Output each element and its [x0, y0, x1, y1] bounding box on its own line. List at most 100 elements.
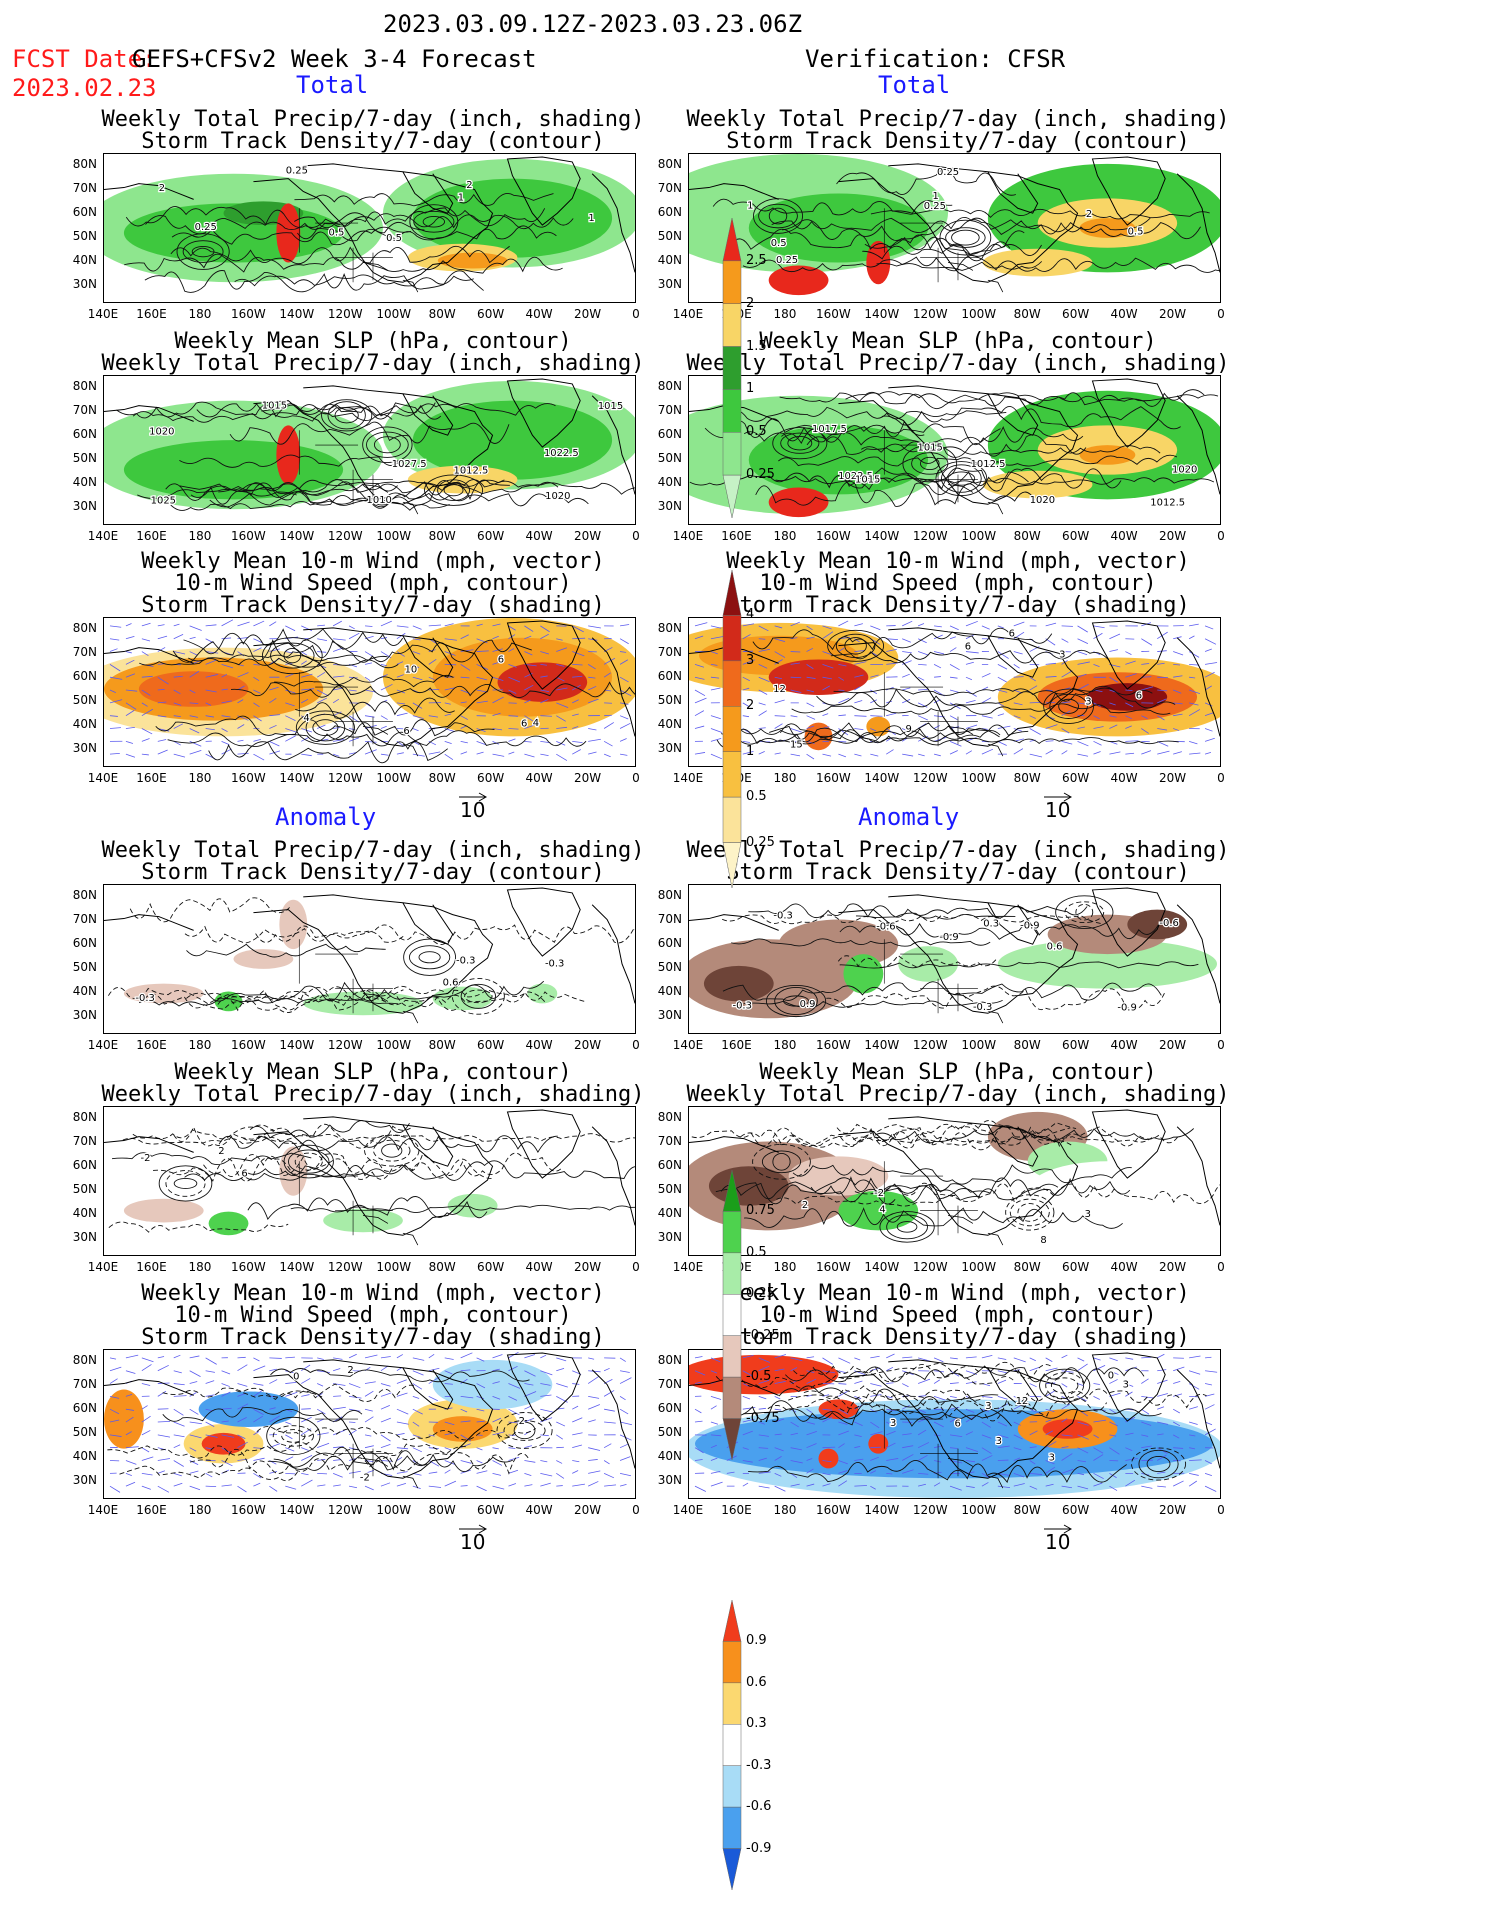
- wind-vector: [949, 715, 958, 720]
- lon-label: 60W: [477, 1038, 505, 1052]
- contour-closed: [947, 471, 976, 486]
- lon-label: 0: [1217, 1260, 1225, 1274]
- contour-line: [274, 674, 454, 688]
- wind-vector: [508, 715, 519, 717]
- lat-label: 40N: [72, 253, 97, 267]
- wind-vector: [619, 1396, 626, 1401]
- wind-vector: [556, 1396, 568, 1403]
- wind-vector: [221, 1370, 231, 1375]
- wind-vector: [997, 1379, 1007, 1384]
- wind-vector: [173, 675, 183, 678]
- wind-vector: [619, 1456, 631, 1461]
- contour-line: [218, 481, 398, 496]
- wind-vector: [1173, 663, 1181, 666]
- wind-vector: [870, 728, 877, 732]
- wind-vector: [742, 623, 755, 627]
- wind-vector: [1029, 1357, 1036, 1362]
- wind-vector: [870, 1470, 877, 1474]
- wind-vector: [460, 1352, 473, 1359]
- wind-vector: [428, 1354, 435, 1359]
- wind-vector: [253, 1365, 266, 1372]
- wind-vector: [710, 1421, 719, 1425]
- contour-line: [779, 723, 1000, 743]
- contour-label: 6: [955, 1418, 961, 1429]
- shading-blob: [527, 983, 558, 1004]
- wind-vector: [221, 1484, 232, 1487]
- coastline: [1176, 637, 1220, 737]
- wind-vector: [870, 1421, 880, 1429]
- lon-label: 120W: [327, 771, 363, 785]
- wind-vector: [317, 1484, 326, 1487]
- wind-vector: [806, 725, 814, 729]
- wind-vector: [981, 1434, 992, 1439]
- lat-label: 70N: [657, 403, 682, 417]
- shading-blob: [1079, 218, 1136, 238]
- colorbar-label: -0.6: [746, 1799, 772, 1815]
- wind-vector: [237, 1356, 246, 1359]
- wind-vector: [221, 1434, 235, 1438]
- contour-label: 0.3: [983, 919, 999, 930]
- wind-vector: [758, 1434, 769, 1437]
- wind-vector: [508, 625, 516, 631]
- lon-label: 160W: [230, 1260, 266, 1274]
- wind-vector: [396, 1379, 407, 1384]
- lon-label: 100W: [961, 1260, 997, 1274]
- contour-closed: [272, 1425, 314, 1447]
- wind-vector: [886, 1472, 893, 1475]
- wind-vector: [109, 648, 118, 652]
- contour-line: [152, 1157, 492, 1182]
- wind-vector: [572, 625, 584, 633]
- wind-vector: [774, 1408, 782, 1411]
- contour-closed: [1131, 1447, 1187, 1481]
- contour-label: -2: [360, 1473, 370, 1484]
- colorbar-label: -0.75: [746, 1410, 780, 1426]
- lon-label: 80W: [1013, 1260, 1041, 1274]
- lon-label: 40W: [1110, 1503, 1138, 1517]
- contour-line: [189, 1448, 530, 1475]
- wind-vector: [301, 673, 313, 678]
- reference-arrow-icon: [1044, 1524, 1073, 1534]
- panel-title-line: Weekly Mean SLP (hPa, contour): [759, 1060, 1157, 1085]
- contour-label: -2: [140, 1153, 150, 1164]
- lon-label: 140W: [864, 771, 900, 785]
- wind-vector: [460, 740, 468, 744]
- wind-vector: [742, 1418, 755, 1423]
- wind-vector: [710, 651, 718, 655]
- lon-label: 40W: [525, 771, 553, 785]
- wind-vector: [806, 1483, 815, 1487]
- state-boundary: [298, 672, 393, 747]
- shading-blob: [233, 949, 294, 969]
- panel-title-line: Weekly Total Precip/7-day (inch, shading…: [686, 838, 1230, 863]
- coastline: [987, 1367, 1039, 1410]
- lat-label: 50N: [72, 1425, 97, 1439]
- wind-vector: [109, 1419, 120, 1423]
- wind-vector: [173, 623, 180, 627]
- wind-vector: [317, 724, 326, 729]
- state-boundary: [298, 1161, 393, 1236]
- wind-vector: [141, 1456, 154, 1461]
- contour-closed: [835, 633, 876, 659]
- lat-label: 30N: [72, 1473, 97, 1487]
- shading-blob: [1027, 1161, 1188, 1221]
- contour-label: 2: [159, 183, 165, 194]
- colorbar-label: 0.25: [746, 834, 775, 850]
- lat-label: 60N: [657, 1158, 682, 1172]
- lon-label: 20W: [573, 1503, 602, 1517]
- panel-title-line: 10-m Wind Speed (mph, contour): [174, 1303, 572, 1328]
- wind-vector: [189, 1447, 197, 1452]
- lon-label: 140E: [87, 307, 119, 321]
- lat-label: 30N: [72, 277, 97, 291]
- wind-vector: [790, 662, 800, 665]
- wind-vector: [710, 715, 721, 720]
- wind-vector: [603, 657, 616, 665]
- coastline: [838, 627, 1079, 747]
- coastline: [591, 173, 635, 273]
- lon-label: 60W: [477, 307, 505, 321]
- lat-label: 80N: [72, 888, 97, 902]
- wind-vector: [758, 689, 768, 695]
- lon-label: 20W: [573, 307, 602, 321]
- coastline: [506, 1352, 581, 1422]
- lon-label: 80W: [428, 1503, 456, 1517]
- wind-vector: [933, 1482, 941, 1487]
